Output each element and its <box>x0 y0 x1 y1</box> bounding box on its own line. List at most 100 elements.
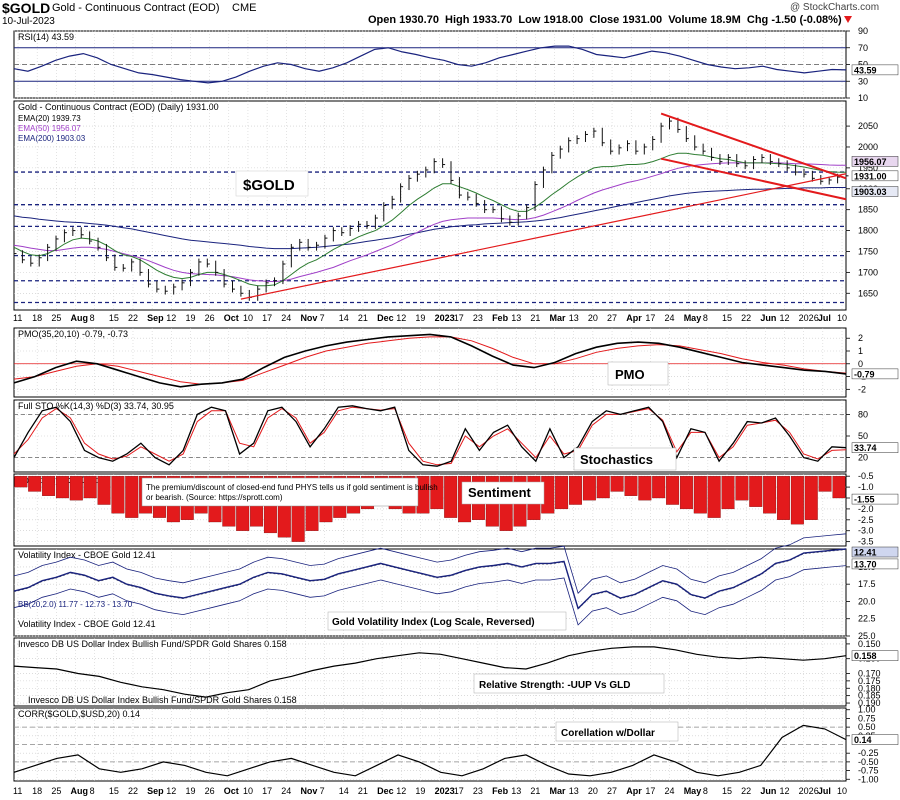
corr-tick-label: 0.50 <box>858 722 876 732</box>
sentiment-bar <box>69 476 83 501</box>
uup-title-bottom: Invesco DB US Dollar Index Bullish Fund/… <box>28 695 297 705</box>
uup-tick-label: 0.150 <box>858 639 881 649</box>
sto-annotation: Stochastics <box>580 452 653 467</box>
x-axis-label-bottom: 13 <box>511 786 521 796</box>
sentiment-value-tag-box <box>851 493 899 505</box>
vix-value-tag: 12.41 <box>854 548 877 558</box>
x-axis-label-bottom: Aug <box>70 786 88 796</box>
x-axis-label-bottom: 22 <box>741 786 751 796</box>
ema50-line <box>13 162 847 283</box>
x-axis-label-bottom: 22 <box>128 786 138 796</box>
sentiment-bar <box>416 476 430 514</box>
sprott-tick-label: -1.0 <box>858 482 874 492</box>
price-tick-label: 1800 <box>858 226 878 236</box>
pmo-value-tag-box <box>851 368 899 380</box>
sto-value-tag-box <box>851 442 899 453</box>
x-axis-label-bottom: 26 <box>205 786 215 796</box>
sentiment-bar <box>721 476 735 510</box>
x-axis-label-top: Dec <box>377 313 394 323</box>
x-axis-label-top: 17 <box>454 313 464 323</box>
sentiment-note-box <box>141 477 419 507</box>
sentiment-bar <box>693 476 707 514</box>
price-tick-label: 1700 <box>858 267 878 277</box>
x-axis-label-top: 2026 <box>799 313 819 323</box>
x-axis-label-bottom: 23 <box>473 786 483 796</box>
uup-tick-label: 0.190 <box>858 698 881 708</box>
x-axis-label-top: Feb <box>492 313 509 323</box>
x-axis-label-bottom: 15 <box>722 786 732 796</box>
x-axis-label-top: 24 <box>281 313 291 323</box>
x-axis-label-top: 22 <box>741 313 751 323</box>
x-axis-label-bottom: Dec <box>377 786 394 796</box>
sentiment-bar <box>763 476 777 514</box>
vix-value-tag-box <box>851 546 899 558</box>
x-axis-label-bottom: 27 <box>607 786 617 796</box>
sentiment-bar <box>804 476 818 520</box>
x-axis-label-top: Sep <box>147 313 164 323</box>
price-tick-label: 1950 <box>858 163 878 173</box>
corr-title: CORR($GOLD,$USD,20) 0.14 <box>18 709 140 719</box>
x-axis-label-top: 19 <box>185 313 195 323</box>
uup-tick-label: 0.185 <box>858 691 881 701</box>
x-axis-label-bottom: Mar <box>550 786 567 796</box>
sentiment-bar <box>14 476 28 488</box>
sprott-tick-label: -2.5 <box>858 515 874 525</box>
x-axis-label-top: 12 <box>780 313 790 323</box>
x-axis-label-top: 10 <box>837 313 847 323</box>
x-axis-label-top: 25 <box>51 313 61 323</box>
x-axis-label-bottom: Apr <box>626 786 642 796</box>
sentiment-bar <box>790 476 804 525</box>
price-title: Gold - Continuous Contract (EOD) (Daily)… <box>18 102 219 112</box>
x-axis-label-bottom: Feb <box>492 786 509 796</box>
x-axis-label-top: 19 <box>415 313 425 323</box>
x-axis-label-top: Mar <box>550 313 567 323</box>
x-axis-label-bottom: 19 <box>415 786 425 796</box>
sprott-tick-label: -3.0 <box>858 526 874 536</box>
vix-tick-label: 25.0 <box>858 631 876 641</box>
x-axis-label-top: Oct <box>224 313 239 323</box>
sto-tick-label: 20 <box>858 453 868 463</box>
uup-value-tag: 0.158 <box>854 651 877 661</box>
stockcharts-watermark: @ StockCharts.com <box>790 2 880 13</box>
rsi-tick-label: 10 <box>858 93 868 103</box>
x-axis-label-top: Aug <box>70 313 88 323</box>
sentiment-bar <box>749 476 763 507</box>
x-axis-label-top: Apr <box>626 313 642 323</box>
pmo-frame <box>13 327 847 398</box>
x-axis-label-top: 13 <box>569 313 579 323</box>
corr-tick-label: 1.00 <box>858 705 876 715</box>
vix-tick-label: 17.5 <box>858 579 876 589</box>
sto-annotation-box <box>573 447 677 471</box>
price-value-tag-box <box>851 156 899 167</box>
x-axis-label-top: 15 <box>722 313 732 323</box>
x-axis-label-top: 8 <box>90 313 95 323</box>
x-axis-label-bottom: 2023 <box>435 786 455 796</box>
falling-wedge-bottom <box>660 157 847 201</box>
sentiment-bar <box>652 476 666 499</box>
x-axis-label-top: 17 <box>262 313 272 323</box>
sentiment-bar <box>125 476 139 518</box>
sto-title: Full STO %K(14,3) %D(3) 33.74, 30.95 <box>18 401 174 411</box>
x-axis-label-bottom: 7 <box>320 786 325 796</box>
pmo-tick-label: 2 <box>858 333 863 343</box>
price-tick-label: 2050 <box>858 121 878 131</box>
x-axis-label-bottom: 12 <box>166 786 176 796</box>
x-axis-label-top: Jun <box>760 313 776 323</box>
x-axis-label-bottom: Nov <box>300 786 317 796</box>
pmo-signal-line <box>13 336 847 385</box>
sentiment-annotation-box <box>461 481 545 505</box>
corr-tick-label: -0.75 <box>858 766 879 776</box>
x-axis-label-top: 18 <box>32 313 42 323</box>
uup-annotation-box <box>473 673 665 694</box>
price-value-tag: 1956.07 <box>854 157 887 167</box>
price-tick-label: 1850 <box>858 205 878 215</box>
x-axis-label-top: 21 <box>358 313 368 323</box>
x-axis-label-top: 12 <box>166 313 176 323</box>
sentiment-bar <box>111 476 125 514</box>
vix-annotation-box <box>327 611 567 631</box>
price-panel: 205020001950190018501800175017001650Gold… <box>13 100 878 311</box>
x-axis-label-bottom: 24 <box>281 786 291 796</box>
vix-value-tag: 13.70 <box>854 559 877 569</box>
corr-annotation: Corellation w/Dollar <box>561 728 655 739</box>
